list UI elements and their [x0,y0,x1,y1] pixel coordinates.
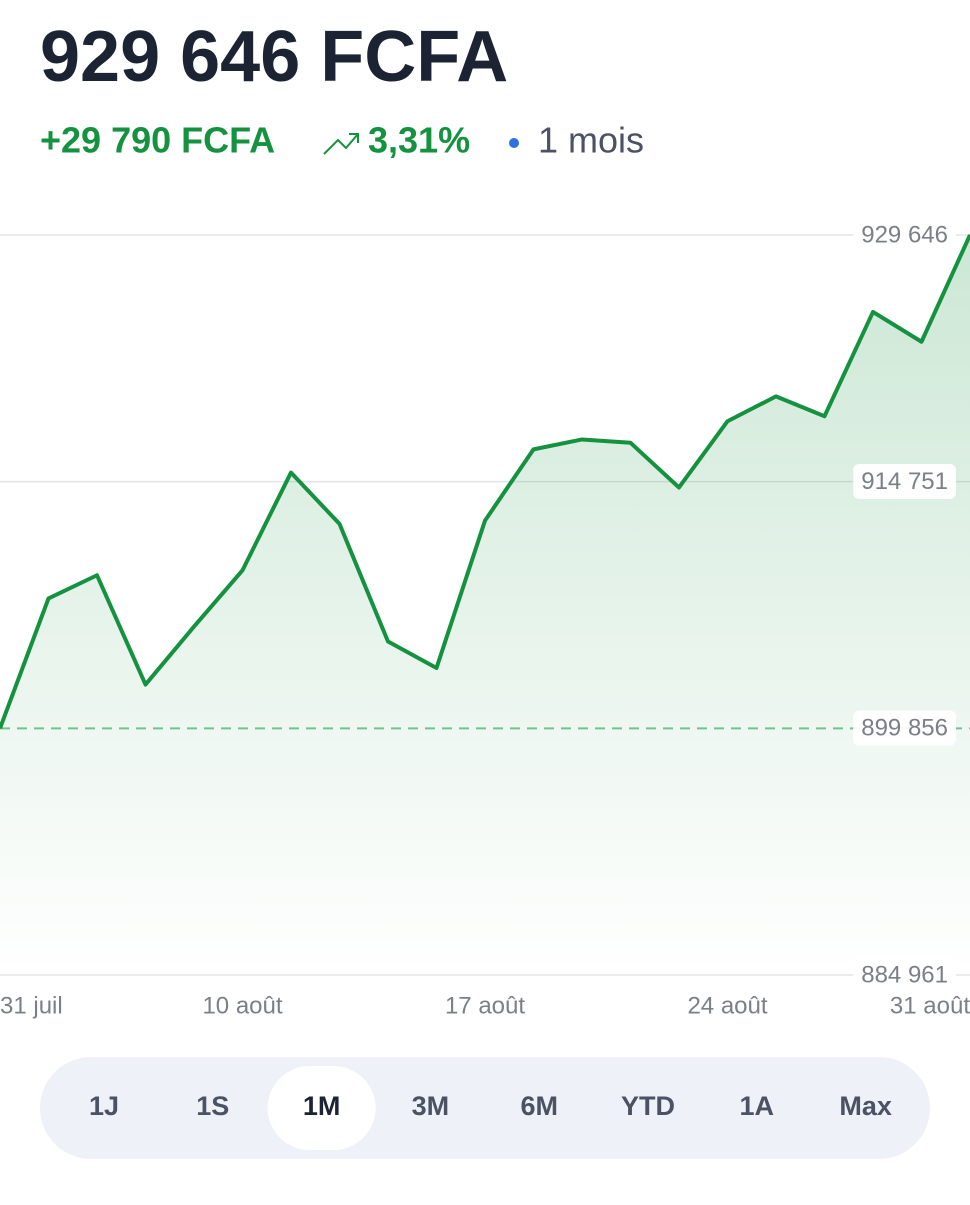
tab[interactable]: Max [839,1091,892,1121]
tab-bar [40,1057,930,1159]
price-change: +29 790 FCFA [40,120,275,161]
x-tick-label: 10 août [202,992,282,1019]
tab[interactable]: YTD [621,1091,675,1121]
tab[interactable]: 1A [740,1091,775,1121]
tab[interactable]: 3M [412,1091,450,1121]
tab[interactable]: 1M [303,1091,341,1121]
y-tick-label-bg [853,464,956,500]
tab[interactable]: 6M [520,1091,558,1121]
y-tick-label-bg [853,217,956,253]
area-fill [0,235,970,975]
price-title: 929 646 FCFA [40,17,508,97]
price-line [0,234,970,730]
y-tick-label-bg [853,957,956,993]
x-tick-label: 31 août [890,992,970,1019]
x-tick-label: 31 juil [0,992,63,1019]
tab[interactable]: 1J [89,1091,119,1121]
y-tick-label-bg [853,710,956,746]
period: 1 mois [538,120,644,161]
tab-selected-bg [267,1066,376,1150]
y-tick-label: 929 646 [861,221,948,248]
y-tick-label: 914 751 [861,468,948,495]
separator-dot [509,138,519,148]
tab[interactable]: 1S [196,1091,229,1121]
y-tick-label: 884 961 [861,961,948,988]
x-tick-label: 24 août [687,992,767,1019]
percent-change: 3,31% [368,120,470,161]
y-tick-label: 899 856 [861,715,948,742]
chart: 884 961 899 856 914 751 929 646 31 juil 10 ao… [0,217,970,1019]
trend-icon [323,133,359,155]
x-tick-label: 17 août [445,992,525,1019]
tabs: 1J 1S 1M 3M 6M YTD 1A Max [89,1066,892,1150]
